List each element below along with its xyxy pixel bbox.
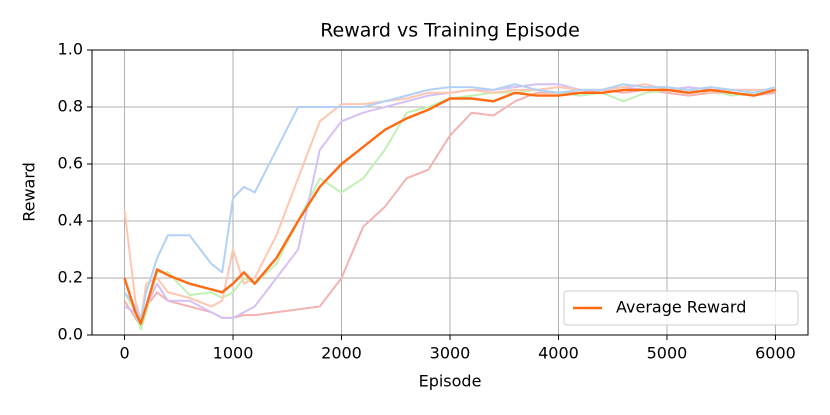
x-tick-label: 2000 bbox=[321, 344, 362, 363]
x-tick-label: 6000 bbox=[755, 344, 796, 363]
legend: Average Reward bbox=[563, 290, 799, 326]
y-tick-label: 0.6 bbox=[58, 154, 83, 173]
y-tick-label: 0.2 bbox=[58, 268, 83, 287]
y-tick-label: 0.0 bbox=[58, 325, 83, 344]
legend-label: Average Reward bbox=[616, 298, 746, 317]
run-line bbox=[123, 83, 776, 322]
run-line bbox=[123, 83, 776, 322]
x-tick-label: 0 bbox=[119, 344, 129, 363]
y-tick-label: 0.8 bbox=[58, 97, 83, 116]
plot-frame bbox=[91, 49, 809, 336]
x-tick-label: 5000 bbox=[647, 344, 688, 363]
y-tick-label: 0.4 bbox=[58, 211, 83, 230]
x-tick-label: 3000 bbox=[430, 344, 471, 363]
x-tick-label: 1000 bbox=[213, 344, 254, 363]
x-axis-label: Episode bbox=[419, 372, 482, 391]
x-tick-label: 4000 bbox=[538, 344, 579, 363]
average-line bbox=[123, 88, 776, 325]
chart-title: Reward vs Training Episode bbox=[320, 20, 580, 42]
legend-box bbox=[563, 290, 799, 326]
run-line bbox=[123, 88, 776, 331]
y-tick-label: 1.0 bbox=[58, 40, 83, 59]
y-axis-label: Reward bbox=[20, 162, 39, 222]
